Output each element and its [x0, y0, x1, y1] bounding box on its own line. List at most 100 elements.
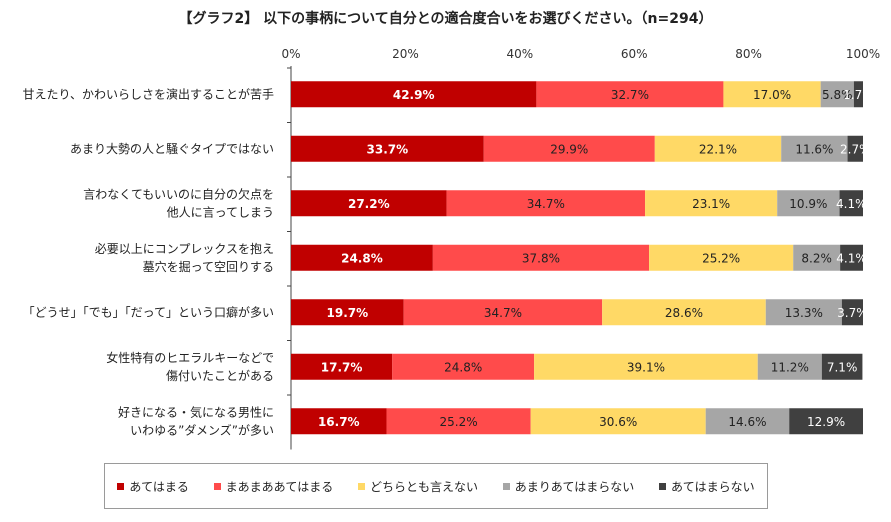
bar-segment	[853, 81, 863, 108]
bar-segment	[840, 244, 863, 271]
x-tick-label: 20%	[392, 47, 419, 61]
data-label: 29.9%	[550, 142, 588, 156]
data-label: 25.2%	[702, 251, 740, 265]
bar-segment	[649, 244, 794, 271]
legend-swatch	[117, 482, 125, 490]
bar-segment	[536, 81, 724, 108]
data-label: 13.3%	[785, 306, 823, 320]
data-label: 19.7%	[327, 306, 369, 320]
bar-segment	[291, 244, 433, 271]
data-label: 17.0%	[753, 88, 791, 102]
bar-segment	[654, 135, 782, 162]
bar-segment	[839, 190, 863, 217]
bar-segment	[534, 353, 758, 380]
bar-segment	[291, 408, 387, 435]
data-label: 4.1%	[836, 251, 867, 265]
bar-segment	[291, 135, 484, 162]
data-label: 32.7%	[611, 88, 649, 102]
bar-segment	[483, 135, 655, 162]
bar-segment	[291, 353, 393, 380]
category-label: あまり大勢の人と騒ぐタイプではない	[70, 141, 274, 156]
category-label: 女性特有のヒエラルキーなどで傷付いたことがある	[106, 350, 274, 383]
data-label: 10.9%	[789, 197, 827, 211]
data-label: 11.6%	[795, 142, 833, 156]
data-label: 28.6%	[665, 306, 703, 320]
legend-item: あてはまらない	[659, 478, 755, 495]
data-label: 25.2%	[440, 415, 478, 429]
legend-item: どちらとも言えない	[357, 478, 478, 495]
legend-item: あてはまる	[117, 478, 189, 495]
data-label: 1.7%	[843, 88, 874, 102]
data-label: 22.1%	[699, 142, 737, 156]
x-tick-label: 100%	[846, 47, 880, 61]
bar-segment	[386, 408, 531, 435]
stacked-bar-chart: 0% 20% 40% 60% 80% 100% 甘えたり、かわいらしさを演出することが苦手あ…	[22, 47, 880, 450]
data-label: 23.1%	[692, 197, 730, 211]
bar-segment	[847, 135, 863, 162]
bar-segment	[777, 190, 840, 217]
bar-segment	[530, 408, 706, 435]
bar-segment	[705, 408, 790, 435]
bar-segment	[841, 299, 863, 326]
data-label: 24.8%	[341, 251, 383, 265]
data-label: 30.6%	[599, 415, 637, 429]
chart-title: 【グラフ2】 以下の事柄について自分との適合度合いをお選びください。（n=294…	[178, 11, 713, 27]
data-label: 3.7%	[837, 306, 868, 320]
data-label: 17.7%	[321, 360, 363, 374]
legend-label: あてはまる	[129, 479, 189, 494]
bar-segment	[781, 135, 848, 162]
legend-item: まあまああてはまる	[213, 478, 334, 495]
bar-segment	[765, 299, 842, 326]
bar-segment	[392, 353, 535, 380]
bar-segment	[789, 408, 863, 435]
legend-label: あまりあてはまらない	[514, 479, 635, 494]
legend-item: あまりあてはまらない	[502, 478, 635, 495]
bar-segment	[793, 244, 841, 271]
legend-swatch	[357, 482, 365, 490]
data-label: 37.8%	[522, 251, 560, 265]
bar-segment	[432, 244, 650, 271]
data-label: 12.9%	[807, 415, 845, 429]
data-label: 4.1%	[836, 197, 867, 211]
x-tick-label: 0%	[281, 47, 300, 61]
bar-segment	[291, 190, 447, 217]
data-label: 8.2%	[801, 251, 832, 265]
data-label: 2.7%	[840, 142, 871, 156]
category-label: 言わなくてもいいのに自分の欠点を他人に言ってしまう	[83, 186, 274, 219]
x-tick-label: 80%	[735, 47, 762, 61]
data-label: 24.8%	[444, 360, 482, 374]
legend-swatch	[502, 482, 510, 490]
bar-segment	[757, 353, 822, 380]
data-label: 11.2%	[771, 360, 809, 374]
legend-label: あてはまらない	[671, 479, 755, 494]
legend-label: どちらとも言えない	[369, 479, 478, 494]
data-label: 39.1%	[627, 360, 665, 374]
bar-segment	[403, 299, 603, 326]
bar-segment	[291, 299, 404, 326]
bar-segment	[820, 81, 854, 108]
data-label: 16.7%	[318, 415, 360, 429]
legend-label: まあまああてはまる	[225, 479, 334, 494]
bar-segment	[821, 353, 863, 380]
category-label: 好きになる・気になる男性にいわゆる”ダメンズ”が多い	[118, 404, 274, 437]
legend-swatch	[213, 482, 221, 490]
x-tick-label: 40%	[506, 47, 533, 61]
data-label: 33.7%	[367, 142, 409, 156]
data-label: 42.9%	[393, 88, 435, 102]
category-label: 甘えたり、かわいらしさを演出することが苦手	[22, 86, 274, 101]
category-label: 「どうせ」「でも」「だって」という口癖が多い	[23, 304, 274, 319]
x-tick-label: 60%	[621, 47, 648, 61]
bar-segment	[602, 299, 766, 326]
data-label: 5.8%	[822, 88, 853, 102]
bar-segment	[645, 190, 778, 217]
bar-segment	[723, 81, 821, 108]
data-label: 27.2%	[348, 197, 390, 211]
data-label: 34.7%	[527, 197, 565, 211]
data-label: 14.6%	[728, 415, 766, 429]
bar-segment	[446, 190, 646, 217]
bar-segment	[291, 81, 537, 108]
category-label: 必要以上にコンプレックスを抱え墓穴を掘って空回りする	[95, 241, 274, 274]
legend-swatch	[659, 482, 667, 490]
data-label: 34.7%	[484, 306, 522, 320]
chart-legend: あてはまる まあまああてはまる どちらとも言えない あまりあてはまらない あてはまらない	[104, 463, 768, 509]
